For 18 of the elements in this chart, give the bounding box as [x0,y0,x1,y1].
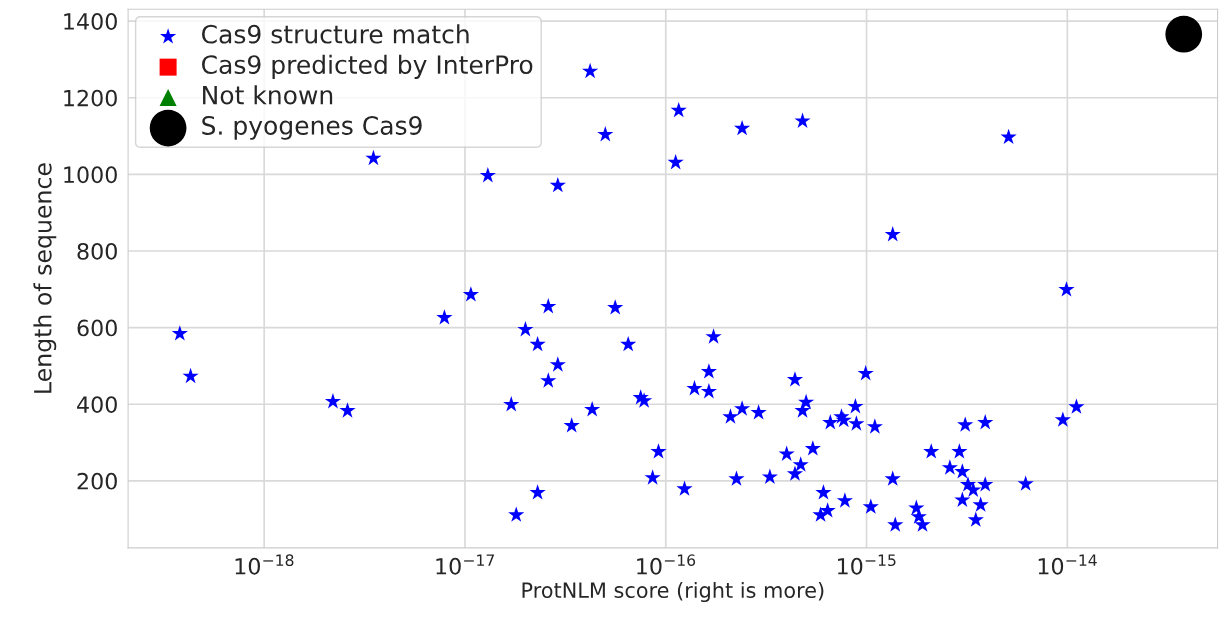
x-tick-label: 10$^{−15}$ [837,554,896,575]
y-tick-label: 1000 [64,166,117,184]
y-tick-label: 1200 [64,89,117,107]
legend-label: Cas9 predicted by InterPro [202,54,533,79]
y-tick-label: 600 [77,319,117,337]
legend-label: S. pyogenes Cas9 [202,116,422,140]
x-axis-title: ProtNLM score (right is more) [522,581,824,603]
y-tick-label: 400 [77,396,117,413]
y-tick-label: 1400 [64,13,117,30]
x-tick-label: 10$^{−18}$ [235,554,294,575]
x-tick-label: 10$^{−16}$ [637,554,696,575]
legend-label: Cas9 structure match [202,24,469,44]
x-tick-label: 10$^{−14}$ [1038,554,1097,575]
x-tick-label: 10$^{−17}$ [436,554,494,575]
y-tick-label: 200 [77,472,117,490]
y-tick-label: 800 [77,242,117,260]
y-axis-title: Length of sequence [33,163,57,393]
legend-label: Not known [203,85,333,105]
